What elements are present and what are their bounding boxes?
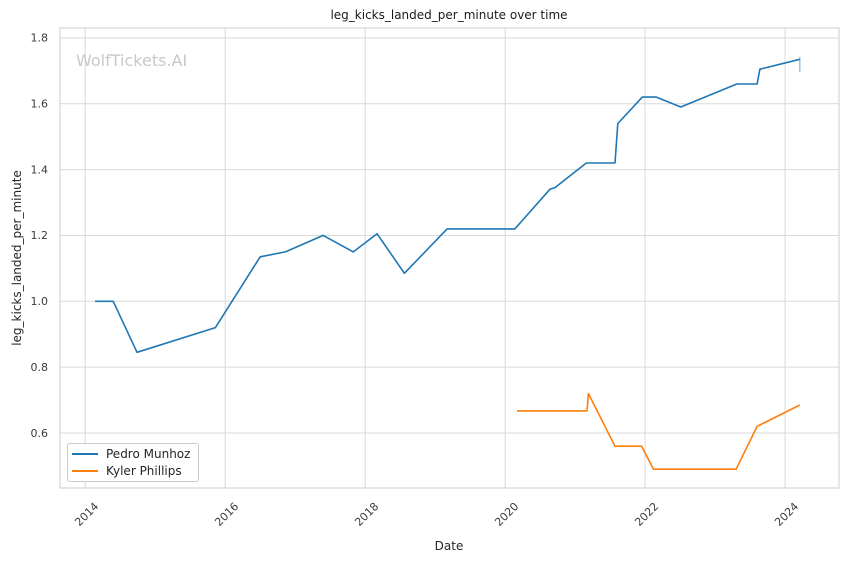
plot-border: [59, 27, 840, 489]
legend-item-kyler-phillips: Kyler Phillips: [72, 463, 192, 481]
legend-label: Kyler Phillips: [106, 464, 182, 479]
x-tick-label: 2018: [352, 500, 381, 529]
x-tick-label: 2024: [772, 500, 801, 529]
series-line-kyler-phillips: [517, 392, 801, 471]
y-axis-label: leg_kicks_landed_per_minute: [10, 170, 24, 346]
y-tick-label: 1.0: [31, 295, 49, 308]
y-tick-labels: 0.6 0.8 1.0 1.2 1.4 1.6 1.8: [31, 32, 49, 440]
x-tick-label: 2014: [72, 500, 101, 529]
x-tick-label: 2016: [212, 500, 241, 529]
y-tick-label: 0.8: [31, 361, 49, 374]
series-line-pedro-munhoz: [95, 58, 800, 354]
chart-title: leg_kicks_landed_per_minute over time: [330, 8, 567, 22]
legend-item-pedro-munhoz: Pedro Munhoz: [72, 445, 192, 463]
y-tick-label: 1.8: [31, 32, 49, 45]
x-tick-label: 2020: [492, 500, 521, 529]
gridlines: [60, 28, 839, 488]
y-tick-label: 1.6: [31, 98, 49, 111]
series-lines: [95, 58, 801, 471]
y-tick-label: 1.4: [31, 163, 49, 176]
legend-line-swatch: [72, 470, 98, 473]
x-tick-label: 2022: [632, 500, 661, 529]
y-tick-label: 0.6: [31, 427, 49, 440]
y-tick-label: 1.2: [31, 229, 49, 242]
legend-label: Pedro Munhoz: [106, 446, 191, 461]
x-tick-labels: 2014 2016 2018 2020 2022 2024: [72, 500, 801, 529]
legend-line-swatch: [72, 452, 98, 455]
watermark-text: WolfTickets.AI: [76, 51, 187, 70]
legend: Pedro Munhoz Kyler Phillips: [67, 443, 199, 482]
x-axis-label: Date: [435, 539, 464, 553]
